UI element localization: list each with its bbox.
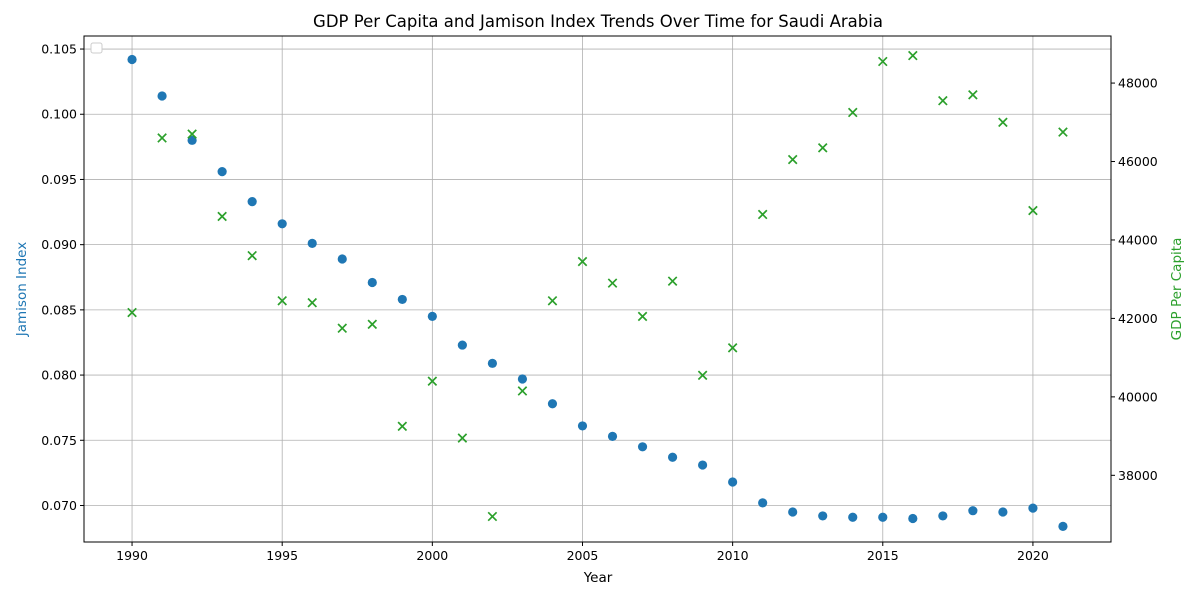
y-axis-right: 38000 40000 42000 44000 46000 48000 xyxy=(1111,76,1158,483)
gdp-point xyxy=(427,376,438,386)
jamison-point xyxy=(908,513,918,524)
y-left-tick-label: 0.070 xyxy=(41,498,77,513)
jamison-point xyxy=(1028,503,1038,513)
gdp-point xyxy=(637,311,648,322)
gdp-point xyxy=(998,117,1008,128)
gdp-point xyxy=(757,209,768,220)
jamison-point xyxy=(127,54,137,65)
gdp-point xyxy=(217,211,227,222)
jamison-point xyxy=(1058,521,1068,531)
jamison-point xyxy=(547,399,558,409)
jamison-point xyxy=(728,477,738,487)
jamison-point xyxy=(367,277,377,288)
jamison-point xyxy=(848,512,858,522)
jamison-point xyxy=(878,512,888,522)
y-right-tick-label: 40000 xyxy=(1118,389,1158,404)
gdp-point xyxy=(517,386,528,396)
x-axis-title: Year xyxy=(583,570,613,586)
gdp-point xyxy=(667,276,678,286)
gdp-point xyxy=(877,56,888,67)
jamison-point xyxy=(998,507,1008,517)
x-tick-label: 2010 xyxy=(717,548,749,563)
jamison-point xyxy=(247,197,257,207)
gdp-point xyxy=(847,107,858,118)
jamison-point xyxy=(968,506,978,516)
y-left-tick-label: 0.100 xyxy=(41,107,77,122)
y-left-tick-label: 0.075 xyxy=(41,433,77,448)
gdp-point xyxy=(127,307,137,318)
x-tick-label: 2020 xyxy=(1017,548,1049,563)
gdp-point xyxy=(157,133,167,143)
gdp-point xyxy=(397,421,408,432)
y-left-tick-label: 0.105 xyxy=(41,42,77,57)
jamison-point xyxy=(307,238,317,248)
y-axis-left: 0.070 0.075 0.080 0.085 0.090 0.095 0.100 0.105 xyxy=(41,42,84,513)
gdp-point xyxy=(968,90,978,100)
gdp-point xyxy=(1058,127,1068,137)
gdp-point xyxy=(547,295,558,306)
jamison-point xyxy=(277,219,287,229)
legend-box xyxy=(90,42,103,54)
y-left-tick-label: 0.085 xyxy=(41,302,77,317)
y-right-tick-label: 44000 xyxy=(1118,232,1158,247)
y-axis-left-title: Jamison Index xyxy=(14,242,30,337)
jamison-point xyxy=(637,442,648,452)
gdp-point xyxy=(367,319,378,330)
jamison-point xyxy=(517,374,528,384)
jamison-point xyxy=(788,507,798,517)
chart-title: GDP Per Capita and Jamison Index Trends … xyxy=(313,12,883,31)
y-left-tick-label: 0.090 xyxy=(41,237,77,252)
x-tick-label: 1995 xyxy=(266,548,298,563)
jamison-point xyxy=(157,91,167,101)
jamison-point xyxy=(758,498,768,508)
series-gdp-per-capita xyxy=(127,50,1068,522)
jamison-point xyxy=(337,254,347,264)
gdp-point xyxy=(457,433,468,443)
jamison-point xyxy=(577,421,588,431)
gdp-point xyxy=(938,95,948,106)
jamison-point xyxy=(217,167,227,177)
y-axis-right-title: GDP Per Capita xyxy=(1169,238,1185,341)
gdp-point xyxy=(1028,205,1038,216)
y-left-tick-label: 0.080 xyxy=(41,368,77,383)
plot-frame xyxy=(83,35,1112,543)
gdp-point xyxy=(307,297,318,308)
y-right-tick-label: 48000 xyxy=(1118,76,1158,91)
jamison-point xyxy=(667,452,678,462)
gdp-point xyxy=(697,370,708,381)
y-right-tick-label: 46000 xyxy=(1118,154,1158,169)
series-jamison-index xyxy=(127,54,1068,531)
gdp-point xyxy=(187,129,197,139)
gdp-point xyxy=(337,323,348,334)
jamison-point xyxy=(187,135,197,145)
y-left-tick-label: 0.095 xyxy=(41,172,77,187)
jamison-point xyxy=(607,431,618,441)
grid xyxy=(84,36,1111,542)
x-tick-label: 2000 xyxy=(416,548,448,563)
gdp-point xyxy=(247,250,257,261)
jamison-point xyxy=(427,311,437,321)
gdp-point xyxy=(727,343,738,353)
y-right-tick-label: 42000 xyxy=(1118,311,1158,326)
jamison-point xyxy=(457,340,467,350)
x-tick-label: 2015 xyxy=(867,548,899,563)
gdp-point xyxy=(787,154,798,165)
y-right-tick-label: 38000 xyxy=(1118,468,1158,483)
x-tick-label: 2005 xyxy=(567,548,599,563)
jamison-point xyxy=(938,511,948,521)
jamison-point xyxy=(487,358,497,368)
jamison-point xyxy=(698,460,708,470)
gdp-point xyxy=(817,142,828,153)
gdp-point xyxy=(577,256,588,267)
jamison-point xyxy=(818,511,828,521)
gdp-point xyxy=(487,511,498,522)
gdp-point xyxy=(277,295,287,306)
x-tick-label: 1990 xyxy=(116,548,148,563)
gdp-point xyxy=(908,50,918,61)
jamison-point xyxy=(397,294,407,305)
x-axis: 1990 1995 2000 2005 2010 2015 2020 xyxy=(116,542,1049,563)
gdp-point xyxy=(607,278,618,288)
